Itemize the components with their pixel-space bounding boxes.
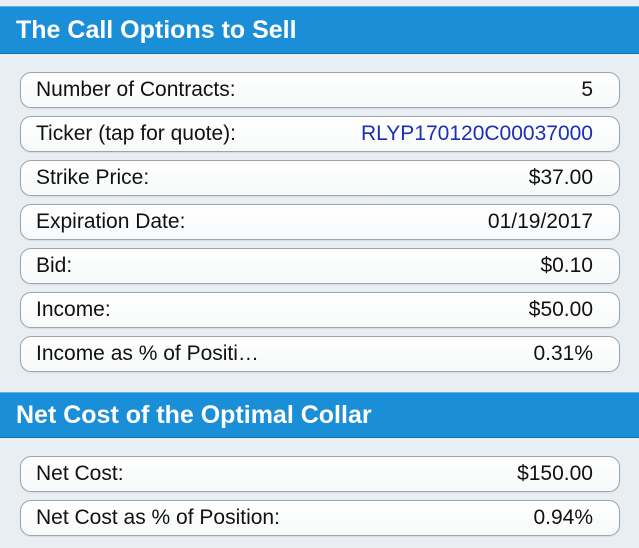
row-value: 01/19/2017: [487, 210, 593, 233]
row-label: Net Cost as % of Position:: [36, 506, 280, 529]
row-income-percent: Income as % of Positi… 0.31%: [20, 336, 620, 372]
row-number-of-contracts: Number of Contracts: 5: [20, 72, 620, 108]
row-net-cost-percent: Net Cost as % of Position: 0.94%: [20, 500, 620, 536]
row-label: Number of Contracts:: [36, 78, 236, 101]
row-value: 0.94%: [533, 506, 593, 529]
section-header-net-cost: Net Cost of the Optimal Collar: [0, 392, 639, 438]
row-label: Expiration Date:: [36, 210, 186, 233]
row-value: $150.00: [517, 462, 593, 485]
row-label: Strike Price:: [36, 166, 150, 189]
row-value: 0.31%: [533, 342, 593, 365]
section-header-call-options: The Call Options to Sell: [0, 6, 639, 54]
row-label: Net Cost:: [36, 462, 124, 485]
row-net-cost: Net Cost: $150.00: [20, 456, 620, 492]
row-value: $37.00: [528, 166, 593, 189]
row-income: Income: $50.00: [20, 292, 620, 328]
row-value: 5: [581, 78, 593, 101]
row-label: Ticker (tap for quote):: [36, 122, 236, 145]
row-value: $50.00: [528, 298, 593, 321]
section-title: Net Cost of the Optimal Collar: [16, 400, 372, 429]
row-strike-price: Strike Price: $37.00: [20, 160, 620, 196]
row-ticker[interactable]: Ticker (tap for quote): RLYP170120C00037…: [20, 116, 620, 152]
row-bid: Bid: $0.10: [20, 248, 620, 284]
row-label: Income as % of Positi…: [36, 342, 259, 365]
row-label: Income:: [36, 298, 111, 321]
ticker-quote-link[interactable]: RLYP170120C00037000: [361, 122, 593, 145]
row-label: Bid:: [36, 254, 73, 277]
section-title: The Call Options to Sell: [16, 15, 297, 44]
row-value: $0.10: [540, 254, 593, 277]
row-expiration-date: Expiration Date: 01/19/2017: [20, 204, 620, 240]
